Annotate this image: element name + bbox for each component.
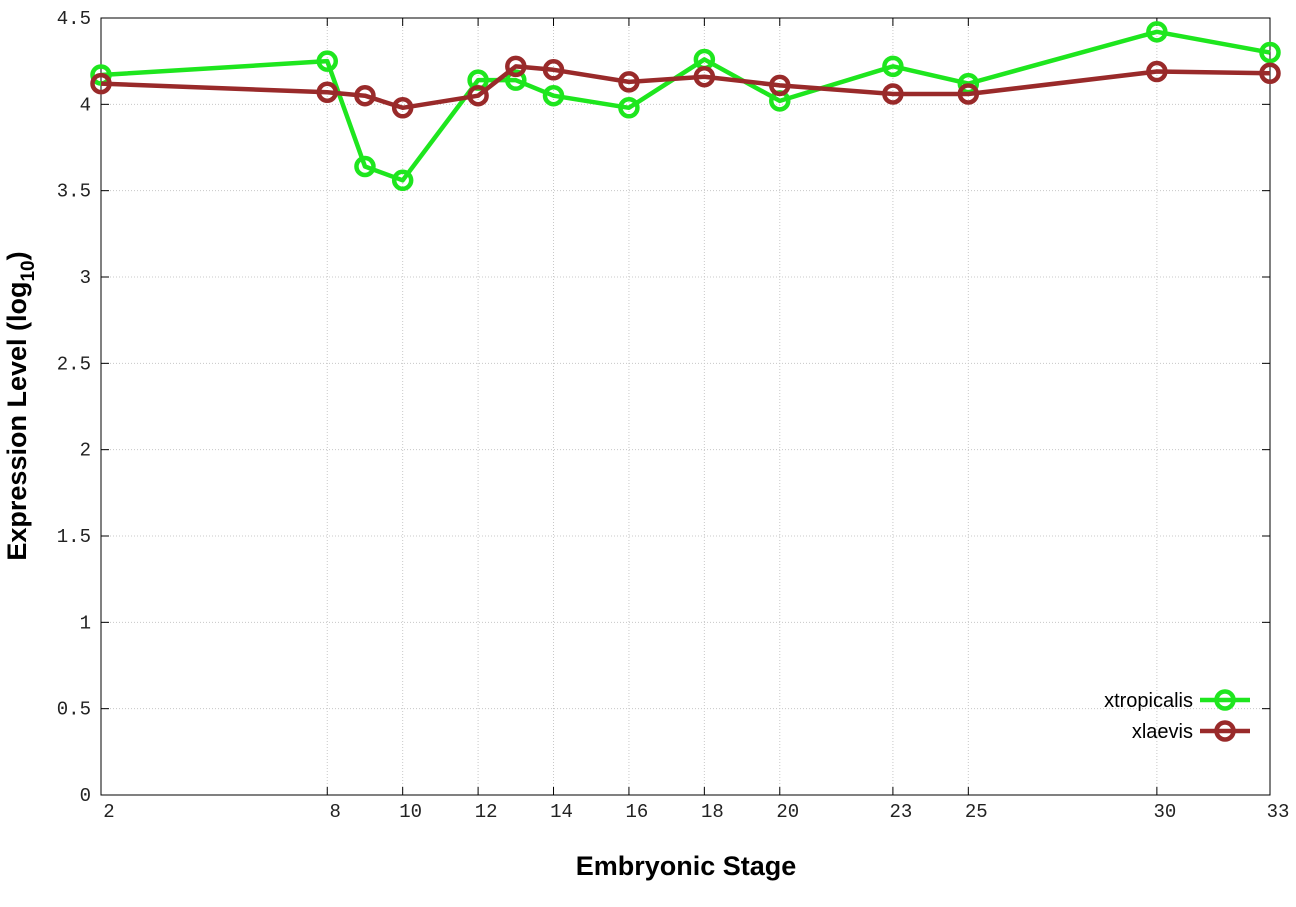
- marker: [391, 97, 414, 119]
- x-tick-label: 20: [776, 801, 799, 823]
- marker: [957, 83, 980, 105]
- marker: [1259, 41, 1281, 64]
- x-tick-label: 14: [550, 801, 573, 823]
- y-tick-label: 0.5: [57, 699, 91, 721]
- marker: [618, 71, 640, 93]
- y-tick-label: 1: [80, 612, 91, 634]
- legend-marker: [1214, 689, 1236, 711]
- y-axis-title-text: Expression Level (log: [2, 282, 32, 561]
- series-line: [100, 29, 1271, 183]
- marker: [505, 69, 527, 91]
- marker: [505, 55, 527, 78]
- marker: [1146, 21, 1168, 43]
- legend-label: xtropicalis: [1104, 690, 1193, 712]
- y-tick-label: 1.5: [57, 526, 91, 548]
- y-tick-label: 0: [80, 785, 91, 807]
- y-axis-title: Expression Level (log10): [2, 251, 39, 560]
- y-tick-label: 2.5: [57, 353, 91, 375]
- marker: [542, 59, 565, 81]
- x-tick-label: 12: [475, 801, 498, 823]
- x-tick-label: 30: [1153, 801, 1176, 823]
- marker: [316, 50, 339, 72]
- y-tick-label: 2: [80, 440, 91, 462]
- y-tick-label: 3: [80, 267, 91, 289]
- y-tick-label: 4: [80, 94, 91, 116]
- legend-label: xlaevis: [1132, 721, 1193, 743]
- marker: [90, 64, 112, 86]
- x-tick-label: 16: [626, 801, 649, 823]
- x-tick-label: 25: [965, 801, 988, 823]
- x-tick-label: 33: [1267, 801, 1290, 823]
- x-axis-title: Embryonic Stage: [576, 851, 797, 881]
- marker: [1146, 60, 1168, 83]
- legend-marker: [1214, 720, 1236, 742]
- marker: [1259, 62, 1281, 85]
- plot-frame: [100, 17, 1271, 796]
- marker: [618, 97, 640, 119]
- marker: [354, 84, 376, 107]
- marker: [467, 84, 489, 107]
- x-tick-label: 2: [103, 801, 114, 823]
- y-axis-title-suffix: ): [2, 251, 32, 260]
- marker: [354, 155, 376, 178]
- x-tick-label: 8: [330, 801, 341, 823]
- y-tick-label: 4.5: [57, 8, 91, 30]
- x-tick-label: 23: [889, 801, 912, 823]
- x-tick-label: 10: [399, 801, 422, 823]
- marker: [693, 65, 716, 88]
- y-tick-label: 3.5: [57, 181, 91, 203]
- marker: [316, 81, 339, 103]
- marker: [882, 83, 904, 105]
- y-axis-title-subscript: 10: [18, 260, 39, 281]
- marker: [90, 72, 112, 95]
- x-tick-label: 18: [701, 801, 724, 823]
- marker: [769, 74, 791, 97]
- marker: [882, 55, 904, 78]
- marker: [391, 169, 414, 192]
- marker: [542, 84, 565, 107]
